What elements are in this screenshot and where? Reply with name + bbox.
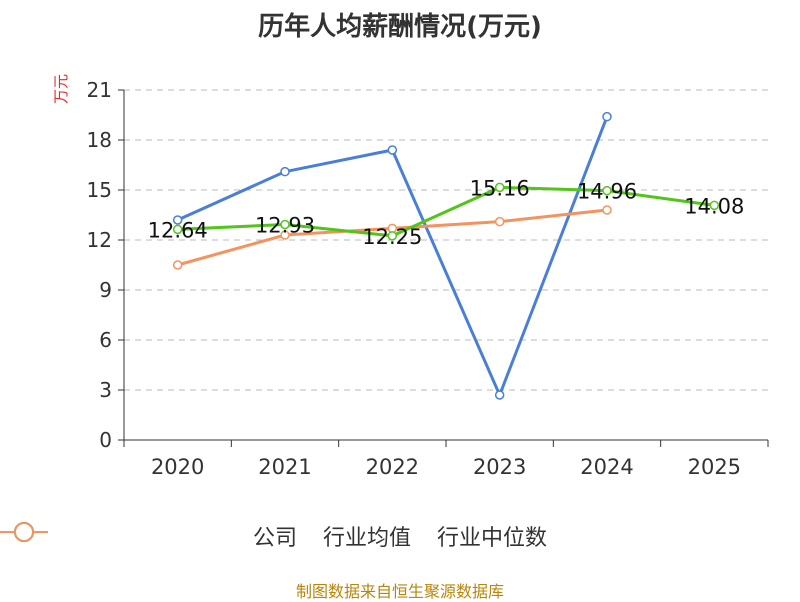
data-point [280, 219, 290, 230]
y-tick-label: 6 [99, 328, 112, 352]
data-point [602, 111, 612, 122]
data-point [280, 166, 290, 177]
data-point [172, 224, 183, 235]
x-tick-label: 2022 [366, 455, 419, 479]
data-point [494, 390, 505, 400]
data-label: 12.25 [362, 225, 422, 249]
data-point [709, 200, 720, 211]
x-tick-label: 2020 [151, 455, 204, 479]
y-tick-label: 3 [99, 378, 112, 402]
data-point [172, 260, 183, 270]
x-tick-label: 2025 [688, 455, 741, 479]
data-point [280, 230, 290, 240]
data-label: 12.64 [148, 218, 208, 242]
legend-item[interactable]: 行业均值 [0, 520, 411, 552]
legend-swatch-icon [0, 522, 48, 542]
data-label: 14.08 [684, 194, 744, 218]
legend-item[interactable]: 公司 [0, 520, 297, 552]
data-point [494, 182, 505, 193]
x-tick-label: 2021 [258, 455, 311, 479]
y-tick-label: 15 [87, 178, 112, 202]
data-point [494, 216, 505, 227]
y-tick-label: 12 [87, 228, 112, 252]
legend-label: 公司 [252, 526, 297, 551]
data-point [602, 185, 612, 196]
legend-label: 行业均值 [322, 526, 411, 551]
legend-item[interactable]: 行业中位数 [0, 520, 548, 552]
y-tick-label: 21 [87, 78, 112, 102]
grid-lines [124, 89, 768, 391]
data-labels: 12.64 12.93 12.25 15.16 14.96 14.08 [148, 176, 745, 249]
series-line-1 [177, 185, 715, 238]
y-tick-label: 18 [87, 128, 112, 152]
legend-label: 行业中位数 [437, 526, 548, 551]
y-tick-label: 9 [99, 278, 112, 302]
legend: 公司 行业均值 行业中位数 [0, 520, 800, 552]
data-point [387, 231, 398, 241]
axes: 0 3 6 9 12 15 18 21 2020 2021 2022 2023 2024 2025 [87, 78, 769, 479]
x-tick-label: 2024 [580, 455, 633, 479]
data-label: 14.96 [577, 180, 637, 204]
y-tick-label: 0 [99, 428, 112, 452]
series-points [172, 111, 720, 400]
x-tick-label: 2023 [473, 455, 526, 479]
data-source-note: 制图数据来自恒生聚源数据库 [295, 582, 504, 601]
series-lines [177, 116, 715, 397]
chart-title: 历年人均薪酬情况(万元) [258, 12, 542, 42]
data-label: 15.16 [470, 176, 530, 200]
data-label: 12.93 [255, 214, 315, 238]
series-line-2 [177, 116, 609, 397]
data-point [387, 145, 398, 155]
data-point [172, 215, 183, 225]
data-point [602, 205, 612, 215]
